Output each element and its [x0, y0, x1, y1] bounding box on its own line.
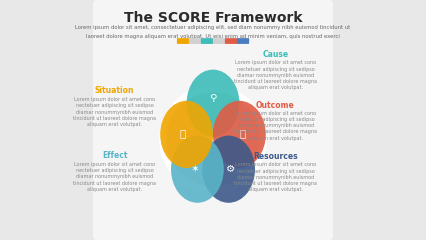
Circle shape: [163, 89, 263, 190]
Ellipse shape: [202, 136, 255, 203]
FancyBboxPatch shape: [93, 0, 333, 240]
Text: Lorem ipsum dolor sit amet cono
nectetuer adipiscing sit sedipso
diamar nonummyn: Lorem ipsum dolor sit amet cono nectetue…: [73, 162, 156, 192]
FancyBboxPatch shape: [177, 38, 189, 44]
FancyBboxPatch shape: [201, 38, 213, 44]
Text: Resources: Resources: [253, 152, 298, 162]
Ellipse shape: [171, 136, 224, 203]
Text: ⚲: ⚲: [209, 93, 217, 103]
Text: Lorem ipsum dolor sit amet cono
nectetuer adipiscing sit sedipso
diamar nonummyn: Lorem ipsum dolor sit amet cono nectetue…: [73, 97, 156, 127]
Text: The SCORE Framework: The SCORE Framework: [124, 11, 302, 25]
Text: Lorem ipsum dolor sit amet cono
nectetuer adipiscing sit sedipso
diamar nonummyn: Lorem ipsum dolor sit amet cono nectetue…: [234, 60, 317, 90]
FancyBboxPatch shape: [225, 38, 237, 44]
Ellipse shape: [187, 70, 239, 137]
FancyBboxPatch shape: [189, 38, 201, 44]
Text: Cause: Cause: [262, 50, 288, 59]
Text: ⚙: ⚙: [226, 164, 236, 174]
Text: laoreet dolore magna aliquam erat volutpat. Ut wisi enim ad minim veniam, quis n: laoreet dolore magna aliquam erat volutp…: [86, 34, 340, 39]
Text: Situation: Situation: [95, 86, 134, 96]
Text: Outcome: Outcome: [256, 101, 295, 110]
Text: ✶: ✶: [190, 164, 199, 174]
Text: Effect: Effect: [102, 151, 127, 160]
Text: Lorem ipsum dolor sit amet, consectetuer adipiscing elit, sed diam nonummy nibh : Lorem ipsum dolor sit amet, consectetuer…: [75, 25, 351, 30]
Text: ⛹: ⛹: [180, 128, 186, 138]
Ellipse shape: [160, 101, 213, 168]
Text: ⧉: ⧉: [240, 128, 246, 138]
Text: Lorem ipsum dolor sit amet cono
nectetuer adipiscing sit sedipso
diamar nonummyn: Lorem ipsum dolor sit amet cono nectetue…: [234, 162, 317, 192]
Text: Lorem ipsum dolor sit amet cono
nectetuer adipiscing sit sedipso
diamar nonummyn: Lorem ipsum dolor sit amet cono nectetue…: [234, 111, 317, 141]
Ellipse shape: [213, 101, 266, 168]
FancyBboxPatch shape: [213, 38, 225, 44]
FancyBboxPatch shape: [237, 38, 249, 44]
